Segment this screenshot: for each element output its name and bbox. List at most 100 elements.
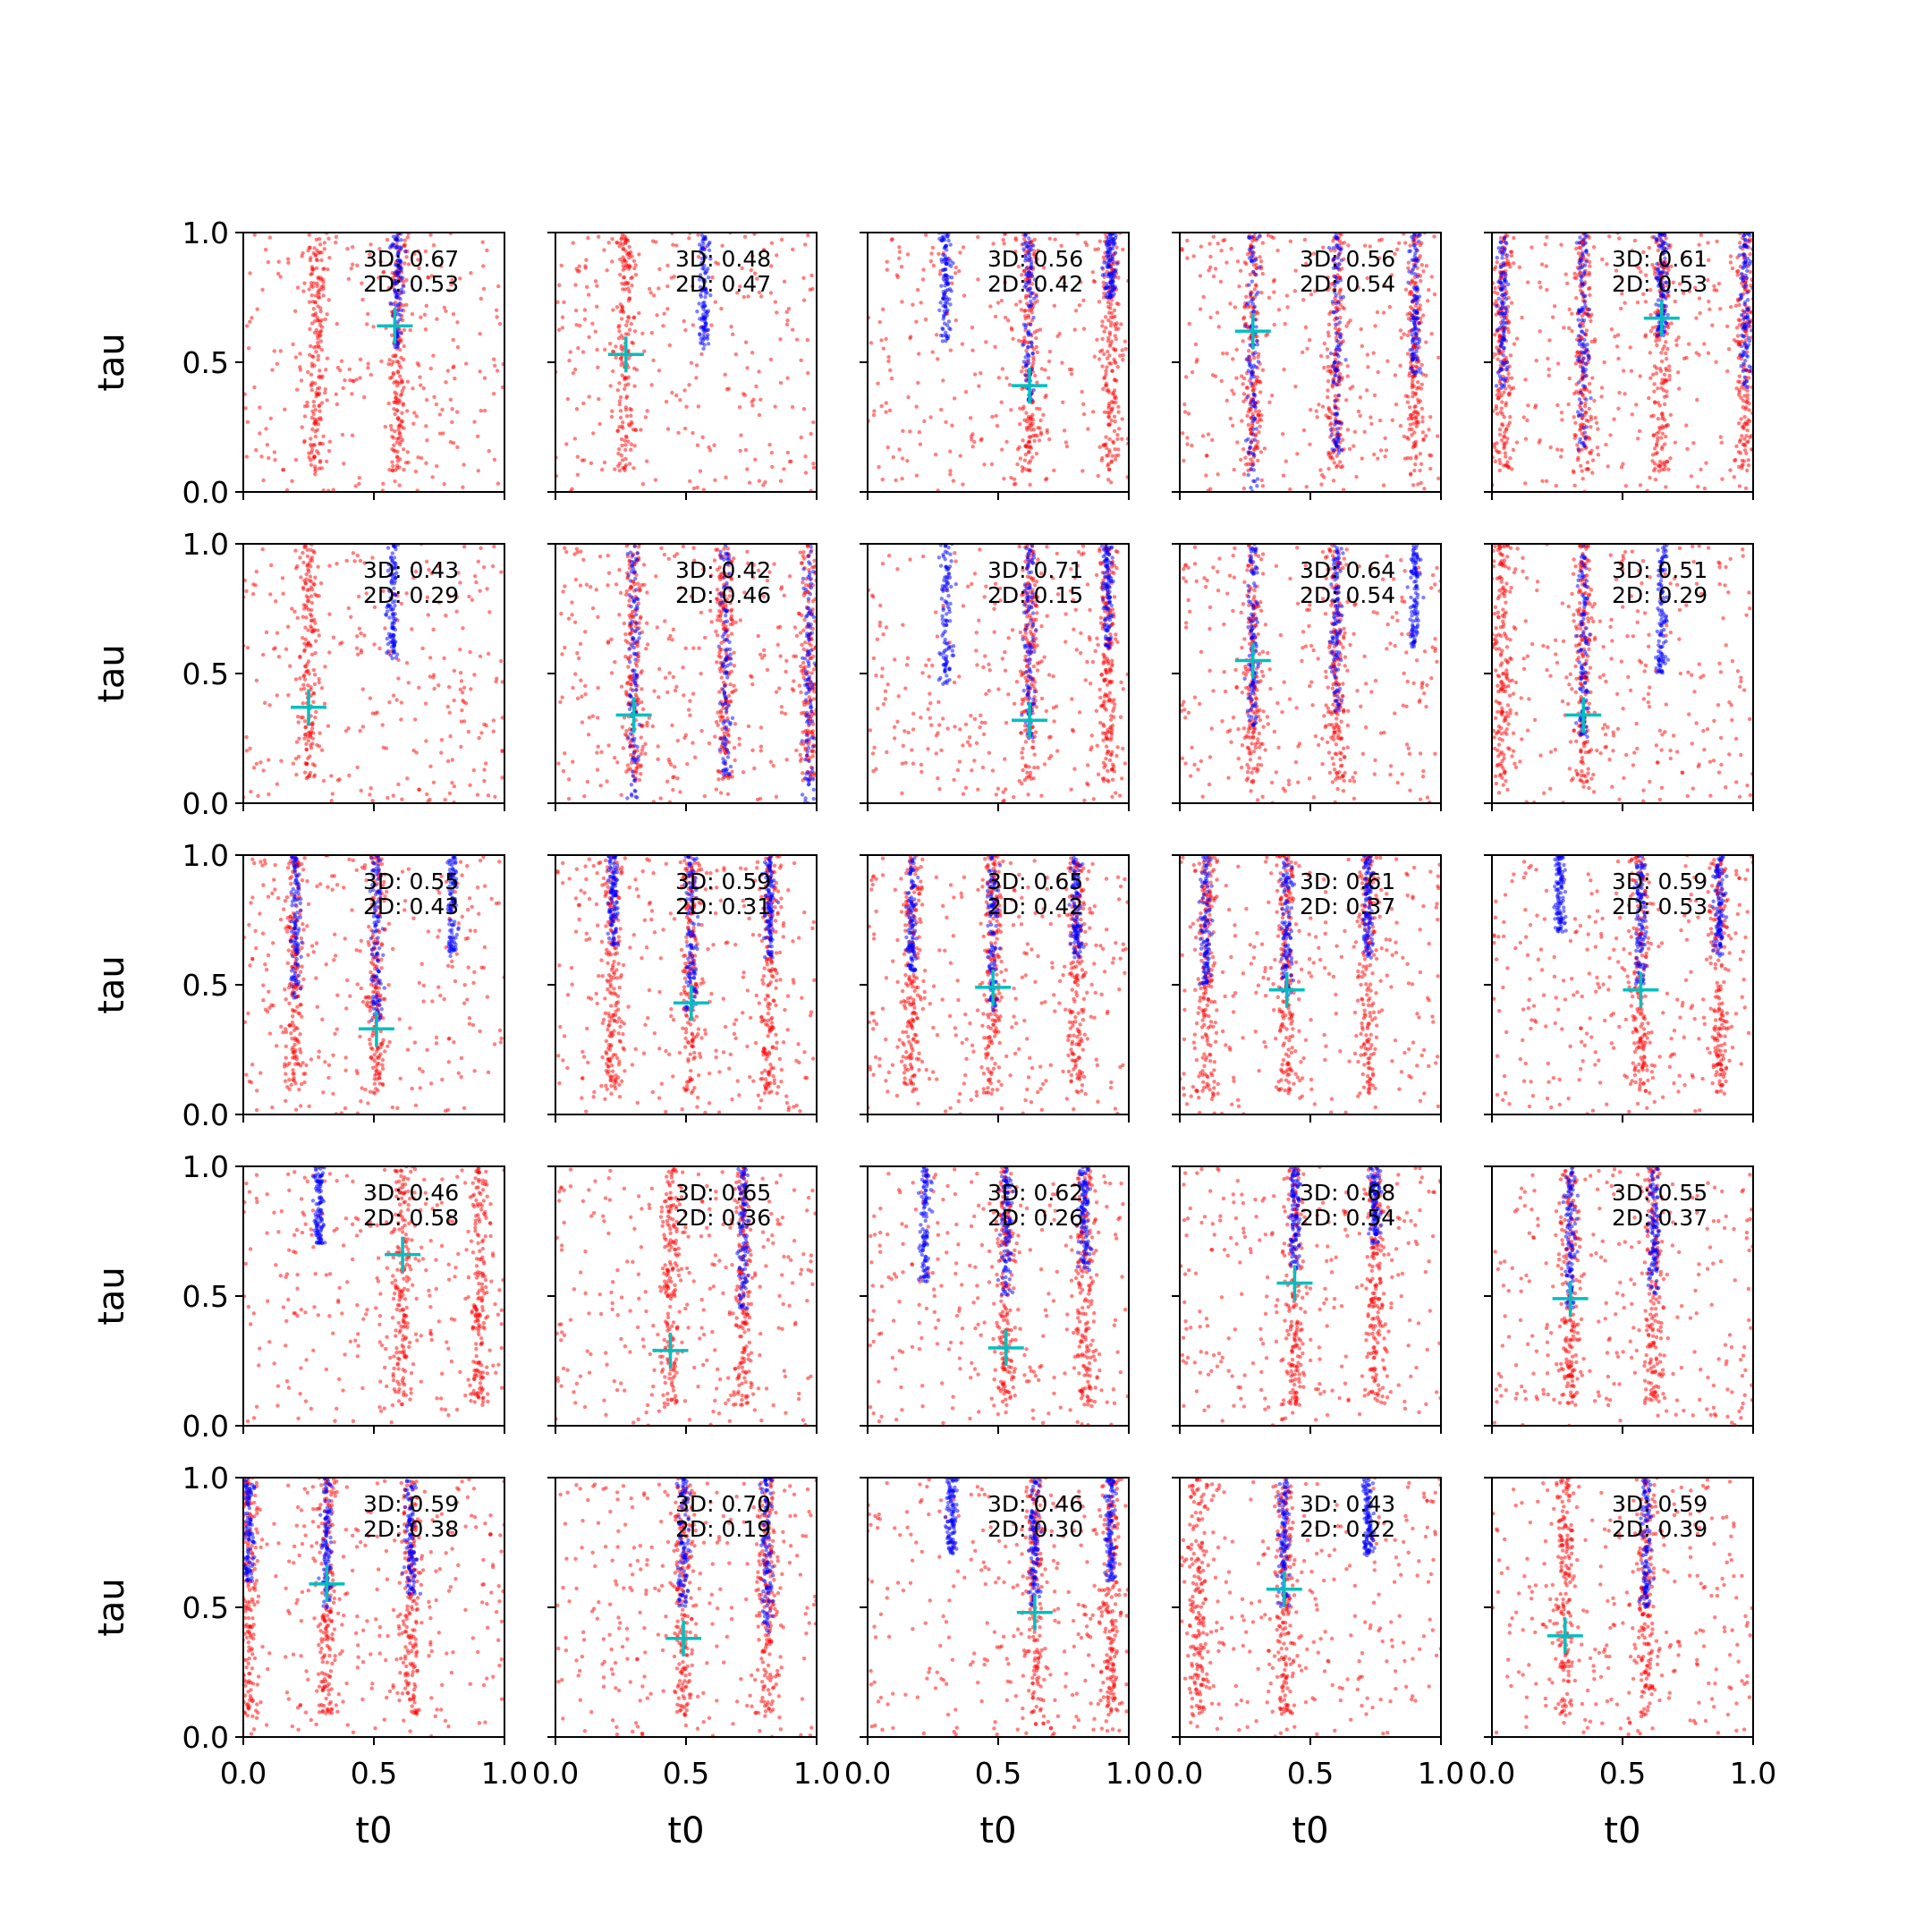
red-point — [1257, 409, 1262, 414]
red-point — [425, 595, 430, 599]
blue-point — [1032, 277, 1038, 282]
red-point — [350, 262, 355, 267]
red-point — [391, 464, 395, 469]
red-point — [292, 609, 297, 614]
red-point — [1648, 376, 1653, 380]
red-point — [1733, 458, 1737, 463]
blue-point — [1741, 233, 1747, 238]
blue-point — [1665, 242, 1671, 248]
red-point — [948, 469, 953, 473]
red-point — [1021, 406, 1025, 411]
red-point — [1493, 332, 1497, 337]
red-point — [916, 380, 920, 386]
red-point — [634, 368, 640, 372]
red-point — [1599, 394, 1604, 399]
red-point — [405, 450, 411, 454]
blue-point — [1109, 294, 1114, 299]
red-point — [396, 428, 401, 432]
red-point — [1015, 447, 1021, 452]
red-point — [630, 254, 634, 258]
red-point — [1634, 402, 1639, 407]
red-point — [1216, 241, 1220, 246]
red-point — [395, 449, 400, 454]
red-point — [1315, 415, 1319, 419]
red-point — [1660, 347, 1665, 352]
blue-point — [1503, 275, 1507, 280]
blue-point — [938, 301, 943, 305]
red-point — [315, 386, 320, 391]
red-point — [698, 469, 703, 473]
red-point — [251, 766, 257, 770]
red-point — [1106, 390, 1112, 394]
red-point — [745, 366, 750, 370]
red-point — [691, 430, 695, 436]
red-point — [1260, 484, 1266, 488]
blue-point — [1497, 348, 1502, 353]
red-point — [560, 326, 565, 330]
red-point — [1505, 460, 1510, 464]
red-point — [254, 761, 259, 767]
red-point — [298, 365, 302, 369]
red-point — [1326, 322, 1332, 326]
red-point — [593, 279, 598, 284]
blue-point — [1502, 294, 1507, 300]
red-point — [1046, 436, 1052, 442]
blue-point — [1335, 439, 1341, 445]
blue-point — [1503, 378, 1507, 383]
red-point — [597, 421, 602, 427]
red-point — [1101, 280, 1106, 285]
red-point — [1413, 442, 1418, 446]
red-point — [1509, 253, 1514, 258]
red-point — [785, 318, 790, 323]
red-point — [356, 652, 360, 657]
blue-point — [1104, 293, 1108, 299]
blue-point — [1336, 451, 1341, 455]
red-point — [1413, 391, 1419, 395]
red-point — [1023, 445, 1029, 449]
blue-point — [1410, 352, 1414, 357]
red-point — [918, 442, 923, 446]
red-point — [662, 311, 666, 316]
red-point — [1329, 371, 1334, 376]
red-point — [629, 276, 633, 281]
red-point — [1247, 407, 1252, 411]
red-point — [879, 338, 884, 343]
red-point — [1728, 254, 1733, 258]
red-point — [290, 606, 294, 611]
blue-point — [1249, 364, 1253, 369]
red-point — [324, 368, 328, 372]
red-point — [495, 369, 500, 373]
red-point — [745, 467, 750, 471]
blue-point — [395, 238, 401, 243]
red-point — [1112, 377, 1117, 382]
blue-point — [1114, 261, 1120, 267]
red-point — [1021, 466, 1027, 471]
red-point — [346, 726, 351, 731]
red-point — [355, 765, 360, 770]
red-point — [1403, 287, 1409, 292]
blue-point — [1333, 290, 1337, 294]
red-point — [700, 435, 705, 440]
red-point — [500, 775, 504, 780]
red-point — [1419, 382, 1424, 386]
red-point — [1114, 301, 1119, 306]
red-point — [1424, 340, 1428, 344]
red-point — [665, 307, 670, 311]
red-point — [988, 304, 993, 309]
red-point — [413, 569, 419, 574]
blue-point — [1029, 340, 1034, 344]
red-point — [357, 481, 361, 487]
blue-point — [1502, 330, 1506, 335]
red-point — [1377, 418, 1383, 423]
red-point — [631, 466, 636, 470]
red-point — [309, 387, 314, 393]
red-point — [560, 315, 565, 319]
blue-point — [1029, 290, 1033, 295]
red-point — [1736, 464, 1741, 470]
red-point — [1338, 287, 1343, 292]
red-point — [1580, 469, 1584, 473]
red-point — [930, 350, 935, 354]
red-point — [626, 314, 631, 319]
red-point — [295, 615, 300, 621]
red-point — [1045, 430, 1049, 435]
